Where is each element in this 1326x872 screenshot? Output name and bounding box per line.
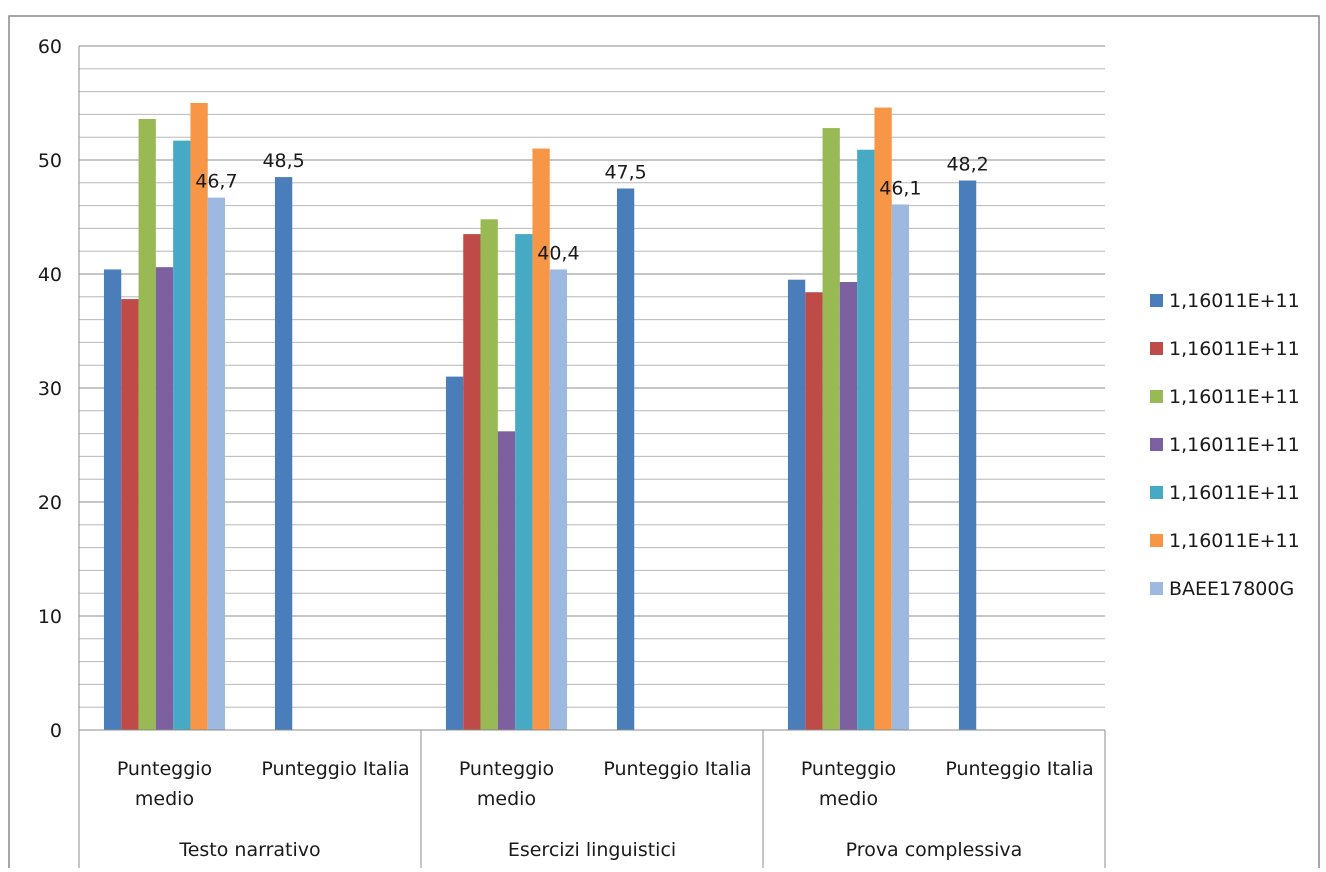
x-category-label: Punteggio Italia xyxy=(261,758,409,780)
bar xyxy=(805,292,823,730)
bar xyxy=(207,197,226,730)
bar xyxy=(463,234,481,730)
bar xyxy=(787,279,806,730)
bar xyxy=(822,128,840,730)
bar xyxy=(173,140,191,730)
data-label: 40,4 xyxy=(537,242,579,264)
bar xyxy=(857,149,875,731)
bar xyxy=(532,148,550,731)
x-group-label: Testo narrativo xyxy=(178,839,320,861)
x-category-label: medio xyxy=(477,788,536,810)
legend-entry: 1,16011E+11 xyxy=(1169,482,1300,504)
legend-entry: 1,16011E+11 xyxy=(1169,338,1300,360)
bar xyxy=(497,431,516,730)
bar xyxy=(839,281,858,730)
bar xyxy=(138,118,156,730)
x-category-label: Punteggio xyxy=(117,758,212,780)
x-category-label: Punteggio Italia xyxy=(603,758,751,780)
bar xyxy=(480,219,498,730)
x-group-label: Esercizi linguistici xyxy=(508,839,676,861)
data-label: 48,2 xyxy=(946,154,988,176)
x-category-label: Punteggio xyxy=(801,758,896,780)
bar xyxy=(190,103,208,730)
bars xyxy=(103,103,977,731)
x-category-label: medio xyxy=(135,788,194,810)
y-tick-label: 0 xyxy=(50,720,62,742)
y-axis-ticks: 0 10 20 30 40 50 60 xyxy=(38,36,62,742)
bar xyxy=(274,177,293,731)
data-label: 46,7 xyxy=(195,171,237,193)
legend: 1,16011E+11 1,16011E+11 1,16011E+11 1,16011… xyxy=(1150,290,1300,600)
y-tick-label: 30 xyxy=(38,378,62,400)
data-label: 47,5 xyxy=(604,162,646,184)
bar xyxy=(103,269,122,730)
bar xyxy=(874,107,892,730)
legend-swatch xyxy=(1150,534,1163,547)
x-category-label: medio xyxy=(819,788,878,810)
bar xyxy=(515,234,533,730)
legend-swatch xyxy=(1150,342,1163,355)
x-axis: Punteggio medio Punteggio Italia Punteggio m… xyxy=(78,46,1106,868)
bar xyxy=(445,376,464,730)
data-label: 46,1 xyxy=(879,177,921,199)
chart-border xyxy=(8,15,1320,872)
legend-swatch xyxy=(1150,294,1163,307)
legend-entry: 1,16011E+11 xyxy=(1169,434,1300,456)
gridlines xyxy=(79,45,1105,731)
bar xyxy=(616,188,635,730)
y-tick-label: 40 xyxy=(38,264,62,286)
legend-entry: 1,16011E+11 xyxy=(1169,530,1300,552)
legend-swatch xyxy=(1150,390,1163,403)
legend-entry: 1,16011E+11 xyxy=(1169,386,1300,408)
x-group-label: Prova complessiva xyxy=(846,839,1023,861)
bar xyxy=(958,180,977,730)
y-tick-label: 10 xyxy=(38,606,62,628)
legend-swatch xyxy=(1150,582,1163,595)
legend-entry: 1,16011E+11 xyxy=(1169,290,1300,312)
data-labels: 48,5 47,5 48,2 46,7 40,4 46,1 xyxy=(195,150,989,264)
bar xyxy=(121,299,139,730)
bar xyxy=(549,269,568,730)
x-category-label: Punteggio Italia xyxy=(945,758,1093,780)
y-tick-label: 50 xyxy=(38,150,62,172)
y-tick-label: 60 xyxy=(38,36,62,58)
legend-swatch xyxy=(1150,486,1163,499)
bar xyxy=(891,204,910,730)
legend-entry: BAEE17800G xyxy=(1169,578,1294,600)
legend-swatch xyxy=(1150,438,1163,451)
y-tick-label: 20 xyxy=(38,492,62,514)
bar xyxy=(155,267,174,730)
data-label: 48,5 xyxy=(262,150,304,172)
x-category-label: Punteggio xyxy=(459,758,554,780)
